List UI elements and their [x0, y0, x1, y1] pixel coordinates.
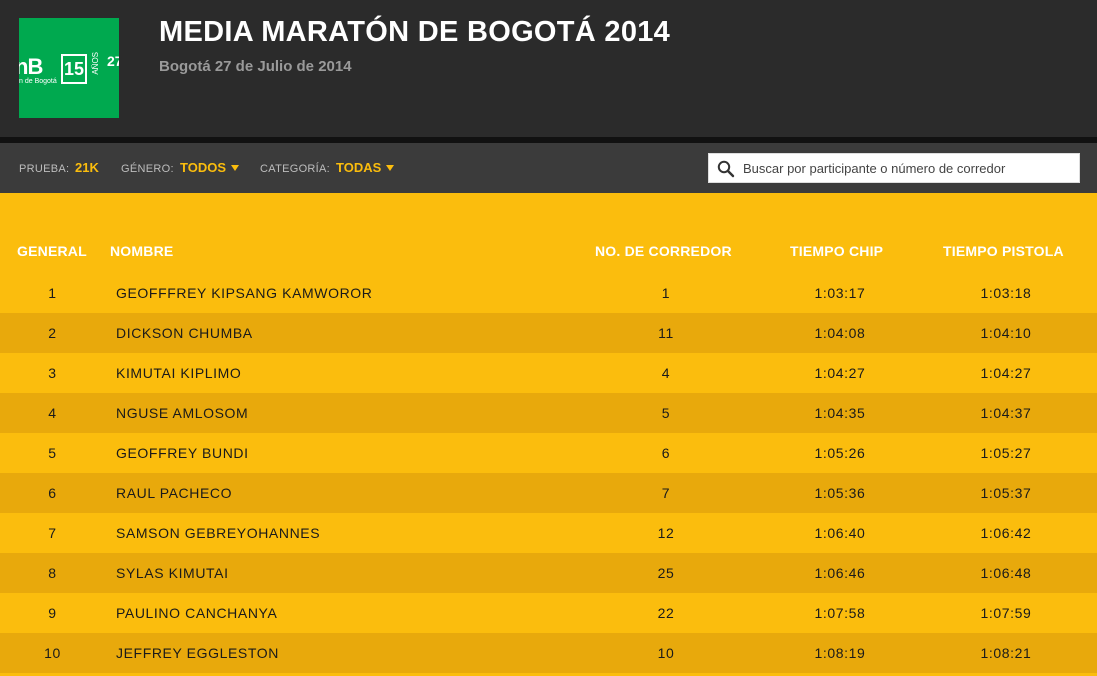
- cell-position: 3: [48, 365, 57, 381]
- cell-chip-time: 1:07:58: [814, 605, 866, 621]
- logo-badge: 15: [61, 54, 87, 84]
- logo-subtext: n de Bogotá: [19, 78, 57, 85]
- chevron-down-icon: [386, 164, 395, 171]
- cell-name: NGUSE AMLOSOM: [116, 405, 249, 421]
- search-icon: [717, 160, 735, 178]
- logo-date: 27: [107, 53, 119, 69]
- table-row[interactable]: 10 JEFFREY EGGLESTON 10 1:08:19 1:08:21: [0, 633, 1097, 673]
- cell-gun-time: 1:05:37: [980, 485, 1032, 501]
- cell-gun-time: 1:08:21: [980, 645, 1032, 661]
- header-divider: [0, 137, 1097, 143]
- cell-position: 8: [48, 565, 57, 581]
- cell-name: GEOFFREY BUNDI: [116, 445, 249, 461]
- cell-position: 1: [48, 285, 57, 301]
- cell-gun-time: 1:06:42: [980, 525, 1032, 541]
- cell-bib-number: 12: [657, 525, 675, 541]
- col-pistola[interactable]: TIEMPO PISTOLA: [943, 243, 1064, 259]
- col-chip[interactable]: TIEMPO CHIP: [790, 243, 884, 259]
- table-row[interactable]: 9 PAULINO CANCHANYA 22 1:07:58 1:07:59: [0, 593, 1097, 633]
- cell-bib-number: 10: [657, 645, 675, 661]
- cell-gun-time: 1:06:48: [980, 565, 1032, 581]
- cell-name: JEFFREY EGGLESTON: [116, 645, 279, 661]
- table-row[interactable]: 1 GEOFFFREY KIPSANG KAMWOROR 1 1:03:17 1:03:…: [0, 273, 1097, 313]
- cell-position: 9: [48, 605, 57, 621]
- cell-gun-time: 1:04:10: [980, 325, 1032, 341]
- cell-position: 5: [48, 445, 57, 461]
- cell-bib-number: 11: [658, 325, 674, 341]
- filter-bar: PRUEBA: 21K GÉNERO: TODOS CATEGORÍA: TOD…: [0, 143, 1097, 193]
- cell-gun-time: 1:07:59: [980, 605, 1032, 621]
- cell-chip-time: 1:08:19: [814, 645, 866, 661]
- cell-bib-number: 4: [661, 365, 671, 381]
- cell-gun-time: 1:04:27: [980, 365, 1032, 381]
- cell-gun-time: 1:05:27: [980, 445, 1032, 461]
- page-title: MEDIA MARATÓN DE BOGOTÁ 2014: [159, 16, 671, 48]
- cell-chip-time: 1:03:17: [814, 285, 866, 301]
- cell-chip-time: 1:06:40: [814, 525, 866, 541]
- cell-chip-time: 1:04:08: [814, 325, 866, 341]
- cell-name: DICKSON CHUMBA: [116, 325, 253, 341]
- cell-bib-number: 1: [661, 285, 671, 301]
- page-header: nB n de Bogotá 15 AÑOS 27 MEDIA MARATÓN …: [0, 0, 1097, 137]
- event-logo[interactable]: nB n de Bogotá 15 AÑOS 27: [19, 18, 119, 118]
- cell-name: GEOFFFREY KIPSANG KAMWOROR: [116, 285, 373, 301]
- cell-name: SYLAS KIMUTAI: [116, 565, 229, 581]
- cell-bib-number: 7: [661, 485, 671, 501]
- cell-chip-time: 1:05:26: [814, 445, 866, 461]
- cell-bib-number: 25: [657, 565, 675, 581]
- genero-label: GÉNERO:: [121, 163, 174, 175]
- cell-name: KIMUTAI KIPLIMO: [116, 365, 242, 381]
- cell-bib-number: 22: [657, 605, 675, 621]
- cell-position: 4: [48, 405, 57, 421]
- cell-bib-number: 6: [661, 445, 671, 461]
- table-row[interactable]: 2 DICKSON CHUMBA 11 1:04:08 1:04:10: [0, 313, 1097, 353]
- cell-bib-number: 5: [661, 405, 671, 421]
- cell-chip-time: 1:04:27: [814, 365, 866, 381]
- cell-position: 7: [48, 525, 57, 541]
- table-row[interactable]: 3 KIMUTAI KIPLIMO 4 1:04:27 1:04:27: [0, 353, 1097, 393]
- cell-name: RAUL PACHECO: [116, 485, 233, 501]
- chevron-down-icon: [231, 164, 239, 171]
- col-numero[interactable]: NO. DE CORREDOR: [595, 243, 732, 259]
- table-body: 1 GEOFFFREY KIPSANG KAMWOROR 1 1:03:17 1:03:…: [0, 273, 1097, 673]
- table-row[interactable]: 5 GEOFFREY BUNDI 6 1:05:26 1:05:27: [0, 433, 1097, 473]
- categoria-label: CATEGORÍA:: [260, 163, 331, 175]
- cell-position: 6: [48, 485, 57, 501]
- table-row[interactable]: 8 SYLAS KIMUTAI 25 1:06:46 1:06:48: [0, 553, 1097, 593]
- logo-mark: nB: [19, 54, 43, 79]
- search-input[interactable]: [743, 154, 1073, 182]
- cell-chip-time: 1:06:46: [814, 565, 866, 581]
- genero-dropdown[interactable]: TODOS: [180, 160, 239, 175]
- cell-gun-time: 1:04:37: [980, 405, 1032, 421]
- cell-position: 10: [44, 645, 61, 661]
- categoria-value: TODAS: [336, 160, 382, 175]
- cell-chip-time: 1:04:35: [814, 405, 866, 421]
- logo-years: AÑOS: [91, 52, 100, 75]
- table-row[interactable]: 6 RAUL PACHECO 7 1:05:36 1:05:37: [0, 473, 1097, 513]
- table-row[interactable]: 7 SAMSON GEBREYOHANNES 12 1:06:40 1:06:42: [0, 513, 1097, 553]
- cell-name: SAMSON GEBREYOHANNES: [116, 525, 321, 541]
- search-box: [708, 153, 1080, 183]
- col-nombre[interactable]: NOMBRE: [110, 243, 174, 259]
- categoria-dropdown[interactable]: TODAS: [336, 160, 395, 175]
- prueba-label: PRUEBA:: [19, 163, 70, 175]
- col-general[interactable]: GENERAL: [17, 243, 87, 259]
- table-row[interactable]: 4 NGUSE AMLOSOM 5 1:04:35 1:04:37: [0, 393, 1097, 433]
- cell-chip-time: 1:05:36: [814, 485, 866, 501]
- cell-gun-time: 1:03:18: [980, 285, 1032, 301]
- genero-value: TODOS: [180, 160, 226, 175]
- cell-name: PAULINO CANCHANYA: [116, 605, 278, 621]
- prueba-value[interactable]: 21K: [75, 160, 99, 175]
- page-subtitle: Bogotá 27 de Julio de 2014: [159, 58, 352, 75]
- table-header: GENERAL NOMBRE NO. DE CORREDOR TIEMPO CH…: [0, 243, 1097, 263]
- cell-position: 2: [48, 325, 57, 341]
